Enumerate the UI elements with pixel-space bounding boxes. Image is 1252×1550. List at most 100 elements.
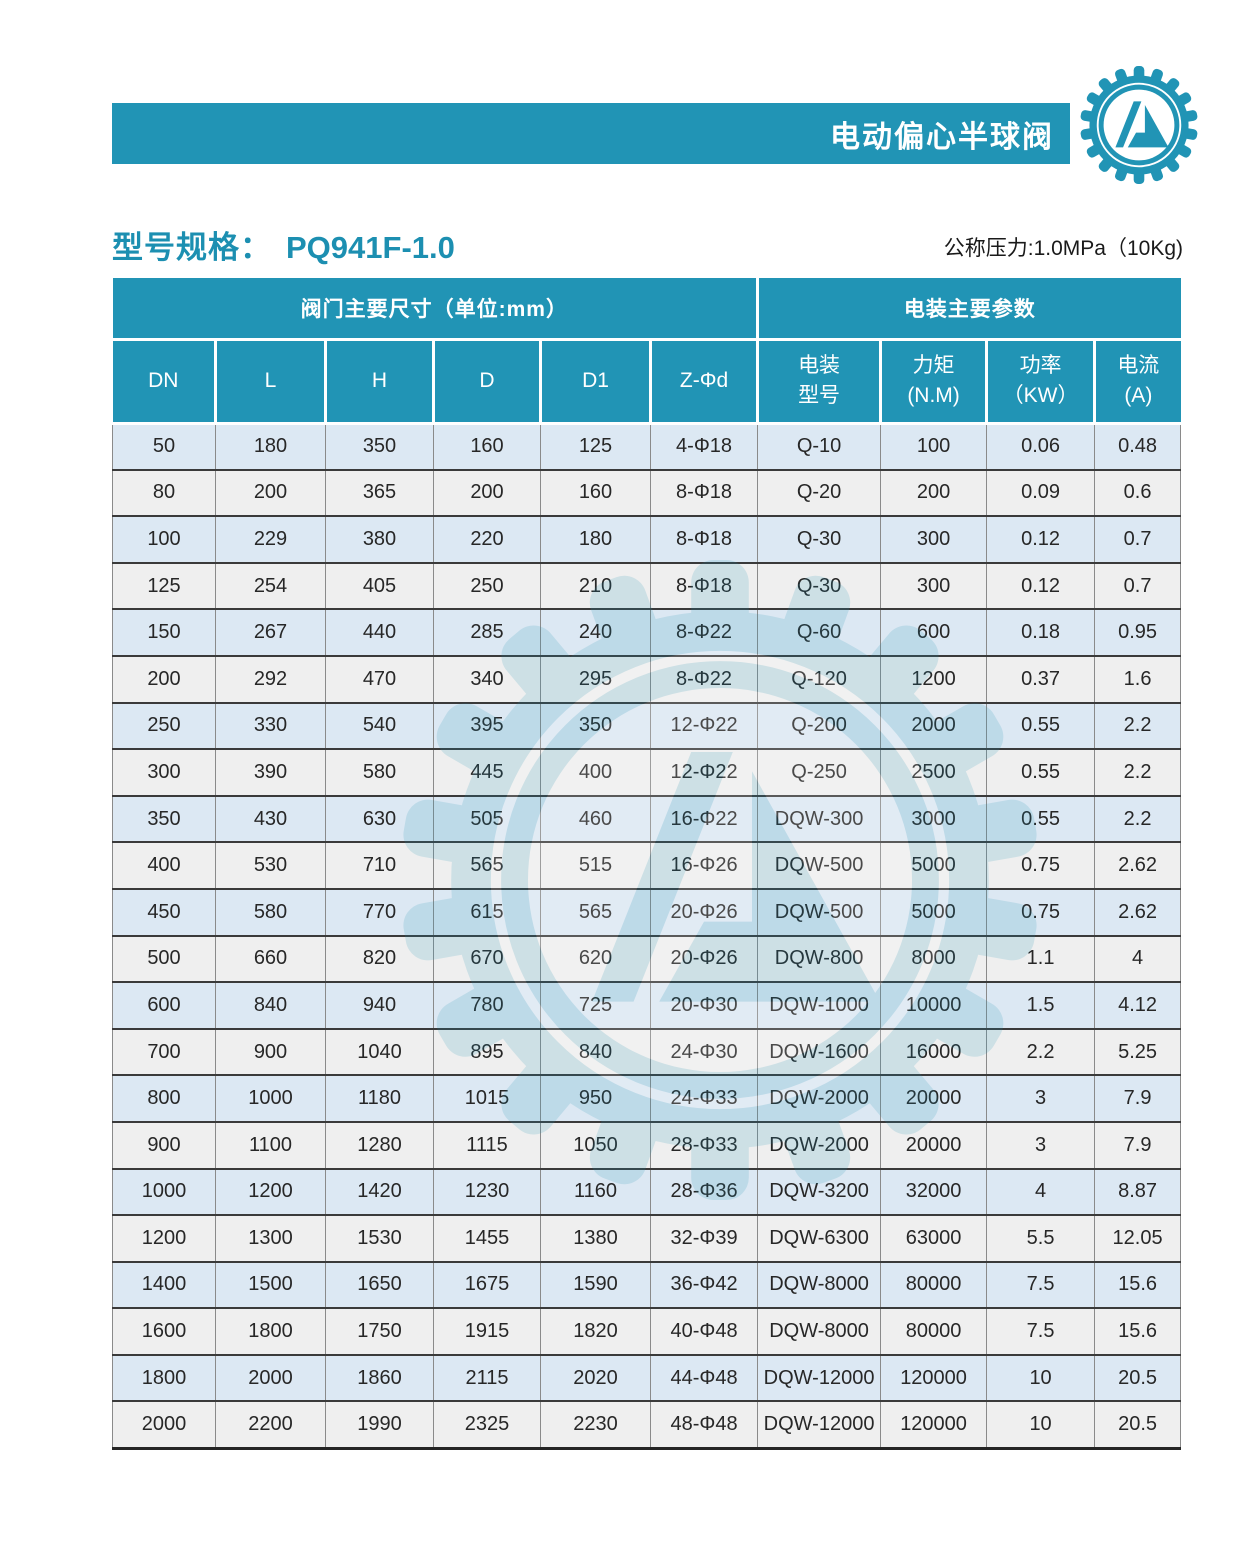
cell: 48-Φ48 bbox=[649, 1400, 758, 1450]
cell: 5000 bbox=[880, 887, 987, 936]
cell: 285 bbox=[433, 608, 541, 656]
cell: 10 bbox=[986, 1353, 1095, 1402]
cell: DQW-500 bbox=[757, 841, 881, 889]
column-header-row: DN L H D D1 Z-Φd 电装 型号 力矩 (N.M) 功率 （KW） 电流 (A) bbox=[112, 337, 1181, 425]
cell: 10000 bbox=[880, 981, 987, 1029]
heading-row: 型号规格： PQ941F-1.0 公称压力:1.0MPa（10Kg) bbox=[112, 222, 1183, 267]
cell: 20000 bbox=[880, 1120, 987, 1169]
cell: 15.6 bbox=[1094, 1307, 1182, 1355]
cell: DQW-1000 bbox=[757, 981, 881, 1029]
cell: 3000 bbox=[880, 794, 987, 843]
cell: 0.48 bbox=[1094, 422, 1182, 470]
cell: 10 bbox=[986, 1400, 1095, 1450]
cell: 20-Φ30 bbox=[649, 981, 758, 1029]
cell: 0.06 bbox=[986, 422, 1095, 470]
cell: 40-Φ48 bbox=[649, 1307, 758, 1355]
cell: DQW-300 bbox=[757, 794, 881, 843]
cell: 1000 bbox=[112, 1167, 216, 1216]
cell: 1820 bbox=[540, 1307, 651, 1355]
cell: 400 bbox=[540, 748, 651, 796]
cell: Q-120 bbox=[757, 654, 881, 703]
cell: 620 bbox=[540, 934, 651, 983]
cell: 505 bbox=[433, 794, 541, 843]
cell: 28-Φ33 bbox=[649, 1120, 758, 1169]
cell: 300 bbox=[880, 561, 987, 610]
cell: Q-30 bbox=[757, 561, 881, 610]
cell: 0.55 bbox=[986, 794, 1095, 843]
cell: 16-Φ26 bbox=[649, 841, 758, 889]
cell: 540 bbox=[325, 701, 434, 750]
cell: DQW-2000 bbox=[757, 1120, 881, 1169]
cell: 350 bbox=[112, 794, 216, 843]
cell: 0.09 bbox=[986, 468, 1095, 517]
table-row: 700 900 1040 895 840 24-Φ30 DQW-1600 16000 2.2 5.… bbox=[112, 1027, 1182, 1076]
cell: 1500 bbox=[215, 1260, 326, 1309]
cell: 565 bbox=[540, 887, 651, 936]
cell: 20000 bbox=[880, 1074, 987, 1122]
cell: 0.95 bbox=[1094, 608, 1182, 656]
pressure-note: 公称压力:1.0MPa（10Kg) bbox=[943, 237, 1183, 260]
table-row: 1200 1300 1530 1455 1380 32-Φ39 DQW-6300 63000 5… bbox=[112, 1214, 1182, 1262]
cell: 63000 bbox=[880, 1214, 987, 1262]
table-row: 800 1000 1180 1015 950 24-Φ33 DQW-2000 20000 3 7.… bbox=[112, 1074, 1182, 1122]
cell: 3 bbox=[986, 1074, 1095, 1122]
cell: 20-Φ26 bbox=[649, 887, 758, 936]
cell: DQW-500 bbox=[757, 887, 881, 936]
cell: 24-Φ30 bbox=[649, 1027, 758, 1076]
cell: 725 bbox=[540, 981, 651, 1029]
cell: 0.75 bbox=[986, 887, 1095, 936]
cell: 8-Φ18 bbox=[649, 561, 758, 610]
cell: 1015 bbox=[433, 1074, 541, 1122]
cell: 0.18 bbox=[986, 608, 1095, 656]
cell: DQW-12000 bbox=[757, 1400, 881, 1450]
column-header: H bbox=[324, 337, 434, 425]
column-header: D bbox=[432, 337, 541, 425]
cell: Q-60 bbox=[757, 608, 881, 656]
cell: 0.7 bbox=[1094, 561, 1182, 610]
cell: 395 bbox=[433, 701, 541, 750]
cell: 24-Φ33 bbox=[649, 1074, 758, 1122]
cell: 295 bbox=[540, 654, 651, 703]
cell: 7.5 bbox=[986, 1260, 1095, 1309]
cell: Q-30 bbox=[757, 515, 881, 563]
cell: 530 bbox=[215, 841, 326, 889]
cell: 8-Φ22 bbox=[649, 654, 758, 703]
cell: 160 bbox=[540, 468, 651, 517]
cell: 500 bbox=[112, 934, 216, 983]
column-header: D1 bbox=[539, 337, 651, 425]
cell: 7.5 bbox=[986, 1307, 1095, 1355]
cell: 330 bbox=[215, 701, 326, 750]
cell: 1.5 bbox=[986, 981, 1095, 1029]
cell: 2325 bbox=[433, 1400, 541, 1450]
cell: 160 bbox=[433, 422, 541, 470]
cell: 840 bbox=[540, 1027, 651, 1076]
cell: 0.55 bbox=[986, 701, 1095, 750]
cell: 200 bbox=[112, 654, 216, 703]
cell: 770 bbox=[325, 887, 434, 936]
table-row: 300 390 580 445 400 12-Φ22 Q-250 2500 0.55 2.2 bbox=[112, 748, 1182, 796]
cell: 80000 bbox=[880, 1307, 987, 1355]
cell: 300 bbox=[880, 515, 987, 563]
table-row: 400 530 710 565 515 16-Φ26 DQW-500 5000 0.75 2.62 bbox=[112, 841, 1182, 889]
table-row: 200 292 470 340 295 8-Φ22 Q-120 1200 0.37 1.6 bbox=[112, 654, 1182, 703]
cell: 50 bbox=[112, 422, 216, 470]
cell: 8-Φ22 bbox=[649, 608, 758, 656]
cell: 1200 bbox=[880, 654, 987, 703]
cell: 630 bbox=[325, 794, 434, 843]
cell: 440 bbox=[325, 608, 434, 656]
page-banner: 电动偏心半球阀 bbox=[112, 103, 1070, 164]
cell: 840 bbox=[215, 981, 326, 1029]
cell: 2.2 bbox=[1094, 794, 1182, 843]
spec-table-body: 50 180 350 160 125 4-Φ18 Q-10 100 0.06 0.48 80 200 3… bbox=[112, 422, 1182, 1450]
cell: 895 bbox=[433, 1027, 541, 1076]
cell: 2000 bbox=[215, 1353, 326, 1402]
cell: 1590 bbox=[540, 1260, 651, 1309]
cell: 200 bbox=[215, 468, 326, 517]
cell: 700 bbox=[112, 1027, 216, 1076]
cell: DQW-3200 bbox=[757, 1167, 881, 1216]
cell: 1180 bbox=[325, 1074, 434, 1122]
table-row: 150 267 440 285 240 8-Φ22 Q-60 600 0.18 0.95 bbox=[112, 608, 1182, 656]
gear-logo-icon bbox=[1080, 66, 1198, 184]
cell: 1650 bbox=[325, 1260, 434, 1309]
